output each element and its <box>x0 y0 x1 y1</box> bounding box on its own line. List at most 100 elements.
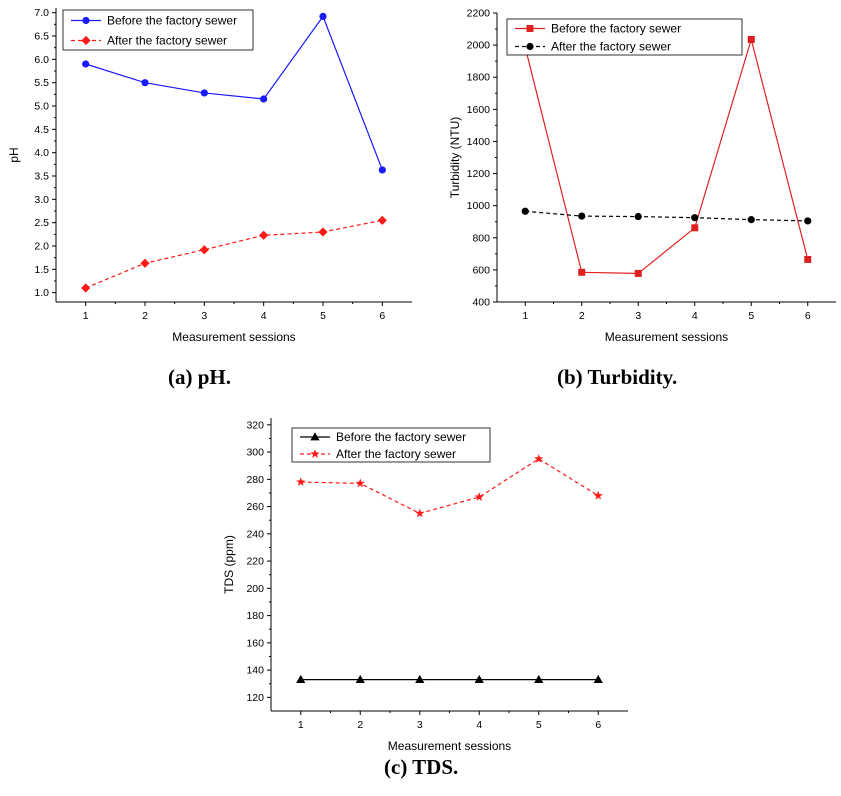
y-tick-label: 7.0 <box>34 7 49 19</box>
x-tick-label: 6 <box>595 719 601 731</box>
y-tick-label: 320 <box>246 419 264 431</box>
data-point <box>593 674 603 684</box>
series-after <box>81 215 387 293</box>
x-tick-label: 1 <box>83 310 89 322</box>
data-point <box>200 89 208 97</box>
x-tick-label: 4 <box>476 719 482 731</box>
y-tick-label: 3.0 <box>34 194 49 206</box>
y-tick-label: 6.0 <box>34 54 49 66</box>
x-tick-label: 5 <box>748 310 754 322</box>
data-point <box>534 454 544 463</box>
y-tick-label: 160 <box>246 637 264 649</box>
data-point <box>378 166 386 174</box>
data-point <box>534 674 544 684</box>
data-point <box>415 508 425 518</box>
legend-marker <box>526 25 534 32</box>
y-tick-label: 1.5 <box>34 264 49 276</box>
data-point <box>521 207 529 215</box>
x-tick-label: 4 <box>261 310 267 322</box>
x-axis-label: Measurement sessions <box>172 330 295 344</box>
y-tick-label: 260 <box>246 501 264 513</box>
y-tick-label: 2.0 <box>34 241 49 253</box>
legend: Before the factory sewer After the factor… <box>291 427 491 463</box>
tds-chart: 120 140 160 180 200 220 240 260 280 300 320 1 2 3 4 5 6 M… <box>222 418 628 753</box>
y-tick-label: 1.0 <box>34 287 49 299</box>
y-axis-label: TDS (ppm) <box>222 535 236 594</box>
legend: Before the factory sewer After the factor… <box>506 18 743 56</box>
data-point <box>593 490 603 500</box>
series-before <box>296 674 603 684</box>
legend-marker <box>526 42 534 51</box>
data-point <box>691 224 699 232</box>
data-point <box>804 217 812 225</box>
y-tick-label: 6.5 <box>34 31 49 43</box>
y-tick-label: 2000 <box>467 40 491 52</box>
data-point <box>377 215 387 225</box>
legend-label: Before the factory sewer <box>336 430 466 444</box>
y-tick-label: 400 <box>472 297 490 309</box>
legend-label: After the factory sewer <box>336 447 456 461</box>
legend-marker <box>82 16 90 25</box>
data-point <box>578 268 586 276</box>
y-tick-label: 120 <box>246 692 264 704</box>
data-point <box>474 674 484 684</box>
legend-label: Before the factory sewer <box>551 22 681 36</box>
ph-chart: 1.0 1.5 2.0 2.5 3.0 3.5 4.0 4.5 5.0 5.5 6.0 6.5 7.0 1… <box>7 7 412 344</box>
data-point <box>199 245 209 255</box>
x-tick-label: 2 <box>142 310 148 322</box>
y-tick-label: 220 <box>246 556 264 568</box>
y-tick-label: 1800 <box>467 72 491 84</box>
legend-marker <box>310 432 320 441</box>
y-tick-label: 1600 <box>467 104 491 116</box>
x-tick-label: 5 <box>536 719 542 731</box>
x-axis-label: Measurement sessions <box>605 330 728 344</box>
y-tick-label: 4.0 <box>34 147 49 159</box>
data-point <box>140 258 150 268</box>
legend-label: After the factory sewer <box>107 34 227 48</box>
data-point <box>355 674 365 684</box>
y-axis-label: pH <box>7 147 21 162</box>
series-line <box>85 219 383 289</box>
data-point <box>296 674 306 684</box>
series-before <box>82 12 386 174</box>
legend-marker <box>81 35 91 46</box>
y-tick-label: 5.0 <box>34 101 49 113</box>
data-point <box>141 79 149 87</box>
y-tick-label: 600 <box>472 264 490 276</box>
x-tick-label: 2 <box>579 310 585 322</box>
y-tick-label: 4.5 <box>34 124 49 136</box>
data-point <box>691 214 699 222</box>
y-tick-label: 200 <box>246 583 264 595</box>
chart-panel-ph: 1.0 1.5 2.0 2.5 3.0 3.5 4.0 4.5 5.0 5.5 6.0 6.5 7.0 1… <box>0 0 415 355</box>
x-tick-label: 4 <box>692 310 698 322</box>
data-point <box>474 492 484 501</box>
chart-panel-turbidity: 400 600 800 1000 1200 1400 1600 1800 2000 2200 1 2 3… <box>420 0 841 355</box>
data-point <box>259 230 269 240</box>
y-axis-label: Turbidity (NTU) <box>448 117 462 199</box>
series-after <box>521 207 812 225</box>
series-line <box>300 458 599 515</box>
series-line <box>525 210 808 222</box>
data-point <box>318 227 328 237</box>
x-tick-label: 2 <box>357 719 363 731</box>
data-point <box>296 477 306 486</box>
x-tick-label: 3 <box>635 310 641 322</box>
legend-box <box>291 427 491 463</box>
legend-box <box>62 9 254 51</box>
y-tick-label: 5.5 <box>34 77 49 89</box>
x-tick-label: 3 <box>417 719 423 731</box>
y-tick-label: 240 <box>246 528 264 540</box>
series-line <box>85 15 383 171</box>
x-axis-label: Measurement sessions <box>388 739 511 753</box>
data-point <box>260 95 268 103</box>
data-point <box>319 12 327 20</box>
data-point <box>81 283 91 293</box>
data-point <box>634 212 642 221</box>
data-point <box>747 35 755 43</box>
caption-tds: (c) TDS. <box>384 755 459 779</box>
legend: Before the factory sewer After the factor… <box>62 9 254 51</box>
y-tick-label: 2200 <box>467 8 491 20</box>
y-tick-label: 1400 <box>467 136 491 148</box>
y-tick-label: 3.5 <box>34 171 49 183</box>
legend-marker <box>310 449 320 458</box>
